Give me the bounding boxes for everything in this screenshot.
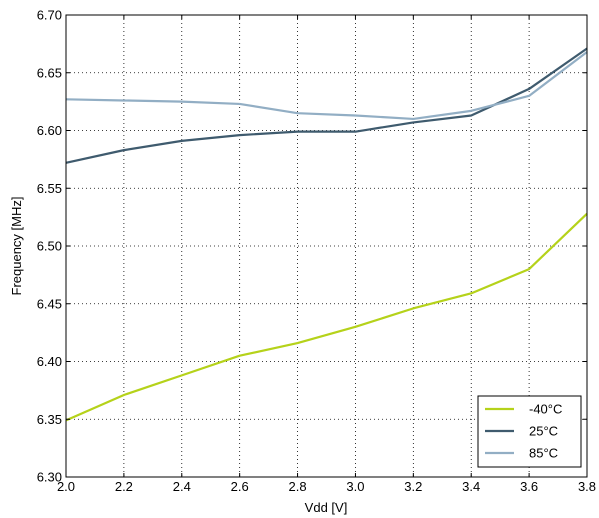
x-axis-label: Vdd [V] <box>305 500 348 515</box>
series-line-0 <box>65 212 588 422</box>
x-tick-label: 2.0 <box>57 479 75 494</box>
y-tick-label: 6.40 <box>37 354 62 369</box>
y-tick-labels: 6.30 6.35 6.40 6.45 6.50 6.55 6.60 6.65 6.70 <box>37 8 62 485</box>
x-tick-labels: 2.0 2.2 2.4 2.6 2.8 3.0 3.2 3.4 3.6 3.8 <box>57 479 596 494</box>
y-tick-label: 6.50 <box>37 239 62 254</box>
x-tick-label: 3.0 <box>346 479 364 494</box>
x-tick-label: 3.4 <box>462 479 480 494</box>
x-tick-label: 3.2 <box>404 479 422 494</box>
x-tick-label: 2.4 <box>173 479 191 494</box>
series-layer <box>65 47 588 422</box>
y-tick-label: 6.55 <box>37 181 62 196</box>
series-line-1 <box>65 47 588 164</box>
y-tick-label: 6.30 <box>37 470 62 485</box>
grid <box>65 14 588 478</box>
y-axis-label: Frequency [MHz] <box>9 197 24 296</box>
y-tick-label: 6.70 <box>37 8 62 23</box>
y-tick-label: 6.60 <box>37 123 62 138</box>
x-tick-label: 3.6 <box>520 479 538 494</box>
y-tick-label: 6.35 <box>37 412 62 427</box>
legend-label-0: -40°C <box>529 402 562 417</box>
y-tick-label: 6.45 <box>37 296 62 311</box>
x-tick-label: 2.6 <box>231 479 249 494</box>
legend-label-2: 85°C <box>529 446 558 461</box>
legend: -40°C 25°C 85°C <box>477 395 582 468</box>
ticks <box>65 14 588 478</box>
x-tick-label: 3.8 <box>578 479 596 494</box>
x-tick-label: 2.2 <box>115 479 133 494</box>
legend-label-1: 25°C <box>529 424 558 439</box>
y-tick-label: 6.65 <box>37 65 62 80</box>
series-line-2 <box>65 51 588 121</box>
x-tick-label: 2.8 <box>289 479 307 494</box>
